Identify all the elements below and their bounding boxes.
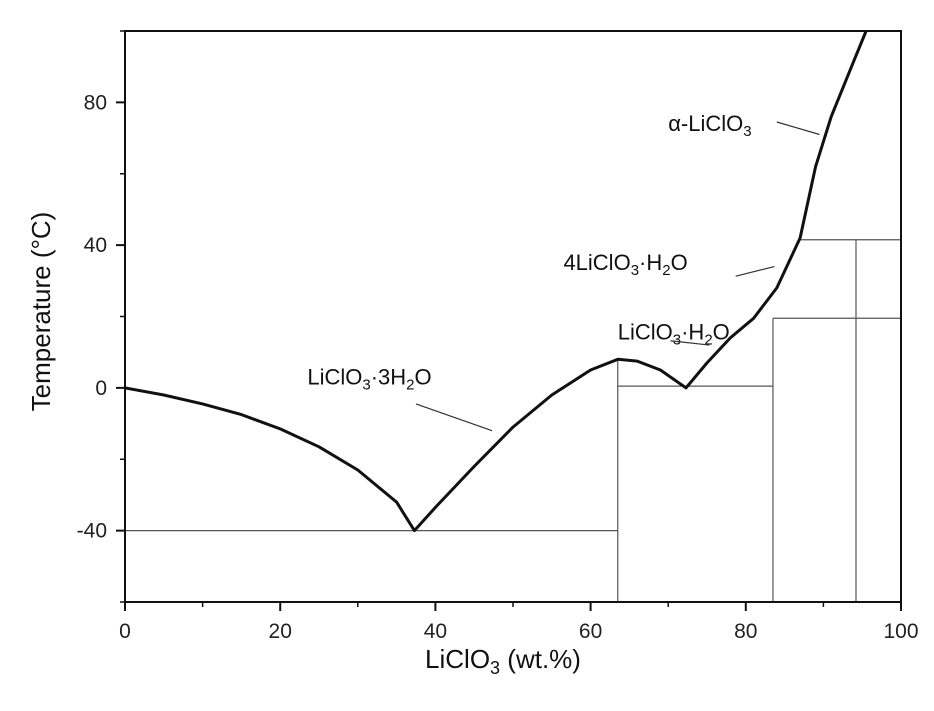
phase-annotations: LiClO3·3H2O LiClO3·H2O 4LiClO3·H2O α-LiClO3 — [307, 111, 820, 432]
phase-label: 4LiClO3·H2O — [563, 250, 687, 279]
x-axis-ticks: 0 20 40 60 80 100 — [119, 602, 919, 643]
x-tick-label: 80 — [734, 620, 757, 643]
leader-line — [670, 340, 710, 346]
x-tick-label: 100 — [883, 620, 918, 643]
solubility-curve — [124, 30, 868, 533]
series-line — [124, 30, 868, 533]
y-axis-ticks: -40 0 40 80 — [77, 30, 125, 603]
plot-area-frame — [124, 30, 902, 603]
leader-line — [735, 265, 775, 277]
leader-line — [415, 403, 493, 432]
y-tick-label: 0 — [95, 377, 107, 400]
phase-label: LiClO3·3H2O — [307, 364, 431, 393]
x-tick-label: 20 — [269, 620, 292, 643]
phase-label: α-LiClO3 — [668, 111, 751, 140]
x-tick-label: 0 — [119, 620, 131, 643]
leader-line — [776, 121, 820, 136]
y-tick-label: 80 — [84, 91, 107, 114]
y-axis-title: Temperature (°C) — [26, 212, 56, 412]
phase-label: LiClO3·H2O — [618, 320, 730, 349]
y-tick-label: -40 — [77, 520, 107, 543]
reference-lines — [125, 239, 901, 602]
x-tick-label: 40 — [424, 620, 447, 643]
y-tick-label: 40 — [84, 234, 107, 257]
x-axis-title: LiClO3 (wt.%) — [425, 644, 581, 678]
x-tick-label: 60 — [579, 620, 602, 643]
